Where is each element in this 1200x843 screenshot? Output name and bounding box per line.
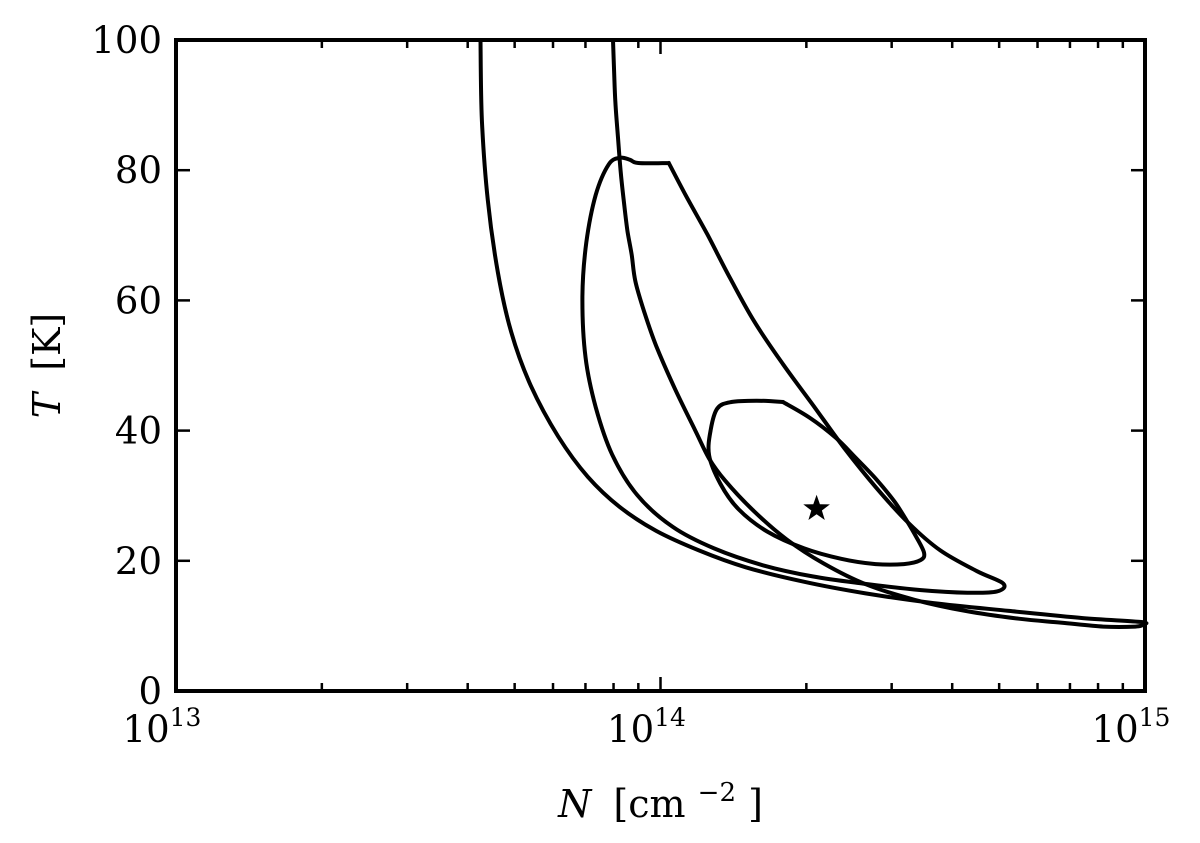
- x-tick-label-base: 10: [1092, 708, 1139, 751]
- x-axis-unit-close: ]: [748, 782, 763, 826]
- axis-ticks: [176, 38, 1145, 693]
- x-tick-label: 1013: [123, 703, 202, 751]
- x-axis-unit: [cm: [613, 782, 685, 826]
- y-axis-symbol: T: [25, 390, 69, 418]
- y-axis-unit: [K]: [25, 313, 69, 371]
- x-tick-label-exponent: 13: [170, 703, 202, 732]
- y-tick-label: 0: [138, 670, 162, 713]
- x-tick-label: 1015: [1092, 703, 1171, 751]
- contour-line-2: [580, 155, 1007, 595]
- plot-area: [478, 38, 1149, 629]
- x-axis-symbol: N: [557, 782, 593, 826]
- x-tick-label-exponent: 15: [1139, 703, 1171, 732]
- y-axis-label: T [K]: [25, 313, 69, 419]
- y-tick-label: 100: [91, 19, 162, 62]
- best-fit-star-marker: [803, 494, 830, 520]
- y-tick-label: 20: [115, 540, 162, 583]
- x-axis-unit-exponent: −2: [698, 778, 736, 808]
- contour-line-3: [478, 38, 1149, 629]
- x-tick-label-exponent: 14: [654, 703, 686, 732]
- x-tick-label: 1014: [607, 703, 686, 751]
- y-tick-label: 60: [115, 279, 162, 322]
- x-tick-label-base: 10: [123, 708, 170, 751]
- y-tick-label: 80: [115, 149, 162, 192]
- x-tick-label-base: 10: [607, 708, 654, 751]
- x-axis-label: N [cm −2 ]: [557, 766, 763, 826]
- contour-line-1: [706, 398, 927, 567]
- y-tick-label: 40: [115, 410, 162, 453]
- plot-frame: [174, 38, 1147, 693]
